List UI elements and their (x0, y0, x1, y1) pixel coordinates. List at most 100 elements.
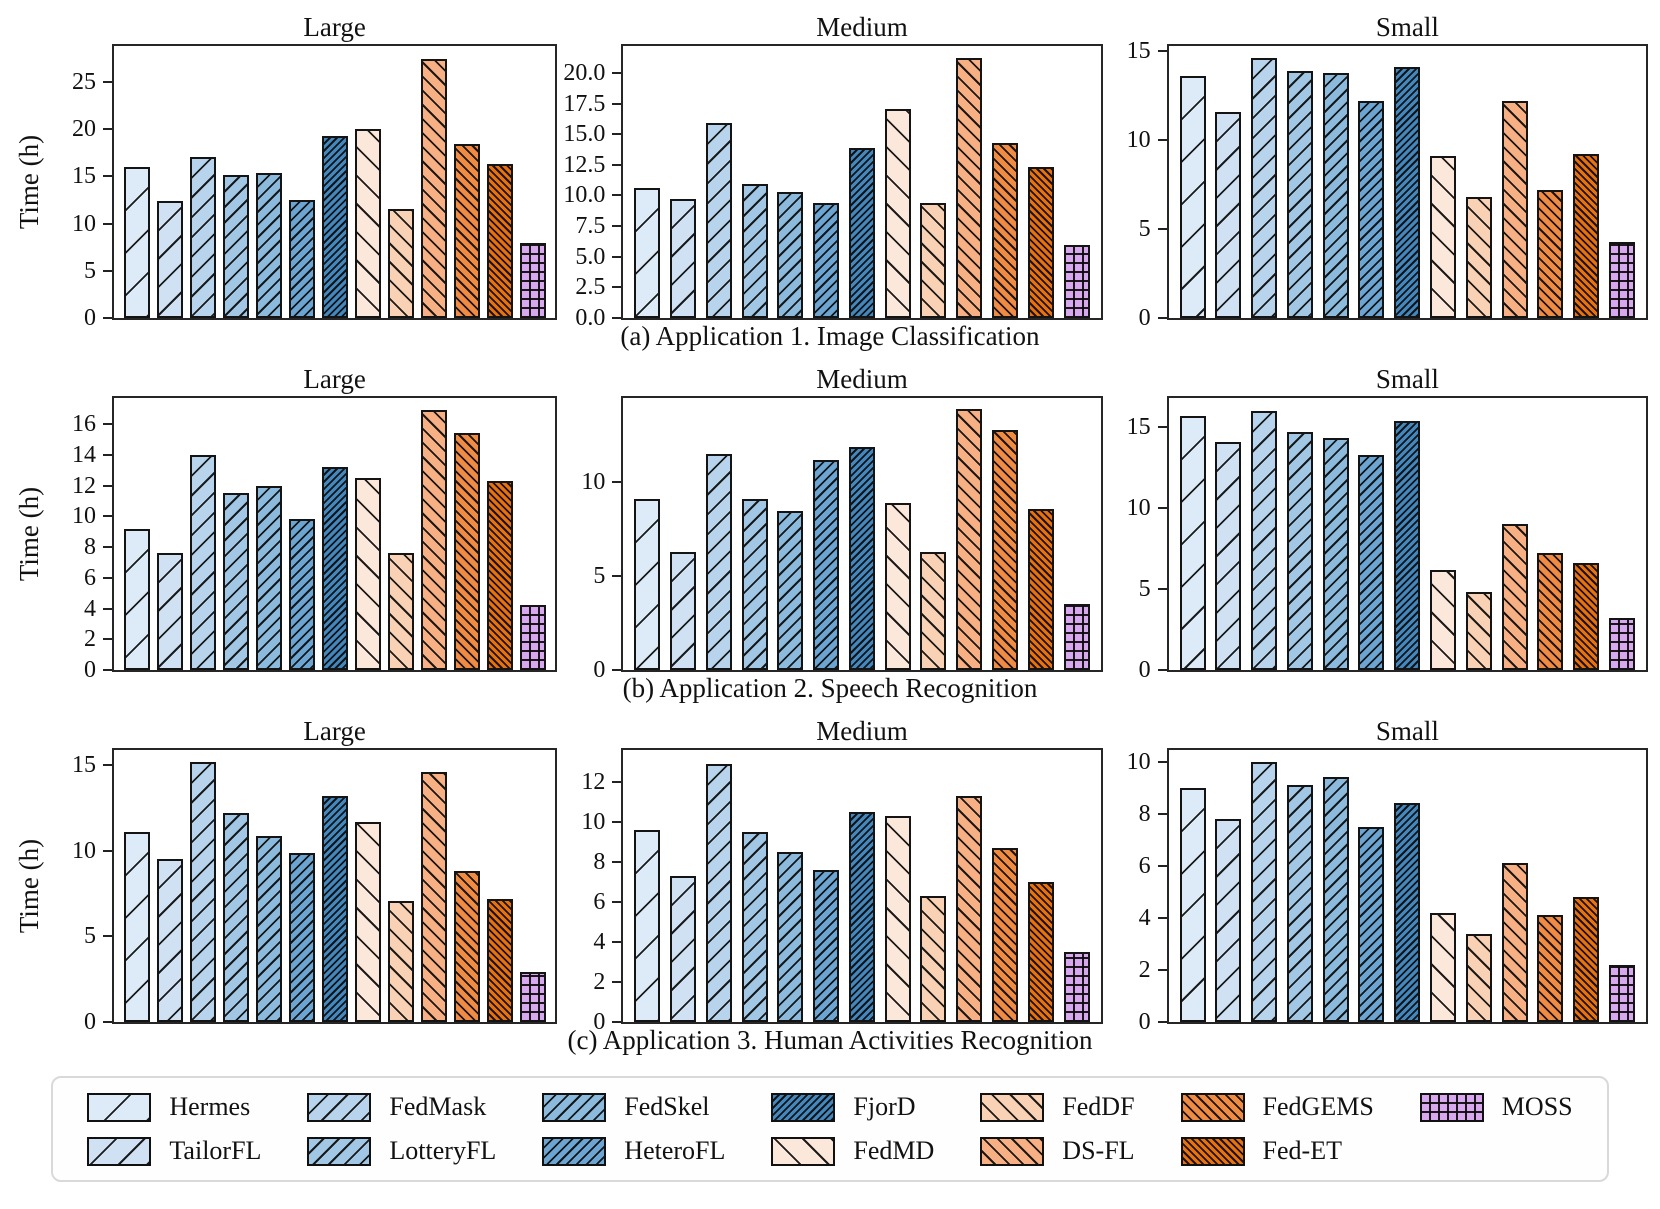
bar-feddf (1465, 592, 1492, 670)
legend-swatch-fedmd (771, 1136, 836, 1166)
y-tick-mark (103, 546, 112, 549)
bar-fedgems (1537, 915, 1564, 1022)
y-tick-label: 5 (593, 563, 606, 590)
bar-ds-fl (1501, 524, 1528, 670)
bar-ds-fl (1501, 863, 1528, 1022)
legend-swatch-fjord (771, 1092, 836, 1122)
legend-entry-fedgems: FedGEMS (1180, 1092, 1374, 1122)
plot-area-medium-row3 (621, 748, 1103, 1024)
plot-area-large-row3 (112, 748, 558, 1024)
legend-swatch-heterofl (542, 1136, 607, 1166)
y-tick-label: 15 (1126, 414, 1151, 441)
chart-panel-small-row3: Small 0 2 4 6 8 10 (1103, 714, 1648, 1034)
legend-entry-fed-et: Fed-ET (1180, 1136, 1374, 1166)
bar-heterofl (813, 459, 840, 670)
bar-feddf (920, 202, 947, 318)
y-tick-mark (1157, 760, 1167, 763)
y-tick-label: 15 (72, 752, 96, 779)
bar-fedgems (992, 142, 1019, 318)
y-tick-mark (612, 669, 622, 671)
y-tick-label: 10 (1126, 748, 1151, 775)
bar-moss (1063, 952, 1090, 1022)
bar-heterofl (813, 870, 840, 1022)
legend-label: FjorD (853, 1092, 916, 1121)
bar-fjord (321, 796, 348, 1022)
bar-fjord (1394, 420, 1421, 670)
y-tick-mark (103, 175, 112, 178)
bar-lotteryfl (1286, 70, 1313, 318)
bar-fedskel (777, 852, 804, 1022)
bar-ds-fl (1501, 101, 1528, 318)
legend-swatch-ds-fl (980, 1136, 1045, 1166)
bar-fedmask (705, 123, 732, 318)
legend-swatch-feddf (980, 1092, 1045, 1122)
bar-lotteryfl (1286, 785, 1313, 1022)
y-tick-label: 16 (72, 411, 96, 438)
bar-fedskel (1322, 438, 1349, 670)
bar-fedmask (1251, 410, 1278, 670)
legend-entry-feddf: FedDF (980, 1092, 1135, 1122)
chart-title: Large (303, 716, 366, 746)
bar-moss (1063, 604, 1090, 670)
bar-fedmd (884, 816, 911, 1022)
y-tick-label: 0 (84, 1009, 96, 1035)
y-tick-label: 0 (593, 657, 606, 683)
chart-title: Large (303, 12, 366, 42)
chart-title: Large (303, 364, 366, 394)
bar-tailorfl (156, 553, 183, 670)
y-tick-label: 10 (72, 210, 96, 237)
y-tick-label: 14 (72, 441, 96, 468)
bar-fedgems (992, 848, 1019, 1022)
bar-hermes (123, 166, 150, 318)
bar-fedskel (255, 485, 282, 670)
y-tick-label: 0.0 (575, 305, 606, 331)
y-tick-label: 5 (1138, 216, 1151, 243)
y-tick-label: 12.5 (563, 151, 606, 178)
y-tick-label: 12 (72, 472, 96, 499)
chart-row-speech-recognition: Large Time (h) 0 2 4 6 8 10 12 14 16 Medium 0 5 10 Smal… (12, 362, 1648, 682)
legend-swatch-moss (1419, 1092, 1484, 1122)
y-tick-label: 2 (1138, 956, 1151, 983)
y-tick-label: 0 (1138, 305, 1151, 331)
legend-label: TailorFL (169, 1136, 262, 1165)
y-tick-mark (1157, 139, 1167, 142)
y-tick-mark (103, 669, 112, 671)
bar-tailorfl (670, 876, 696, 1022)
y-tick-mark (103, 317, 112, 319)
y-tick-mark (612, 286, 622, 289)
y-tick-mark (1157, 228, 1167, 231)
bar-fedmask (705, 764, 732, 1022)
y-tick-label: 0 (593, 1009, 606, 1035)
legend-column: FjorD FedMD (771, 1092, 934, 1166)
y-tick-label: 7.5 (575, 213, 606, 240)
bar-moss (1608, 241, 1635, 318)
bar-hermes (1179, 415, 1206, 670)
y-tick-label: 0 (1138, 657, 1151, 683)
bar-fedgems (992, 429, 1019, 670)
y-tick-mark (1157, 317, 1167, 319)
y-axis: 0 5 10 15 20 25 (48, 44, 112, 330)
y-tick-label: 2 (84, 626, 96, 653)
y-tick-mark (612, 133, 622, 136)
y-tick-mark (612, 163, 622, 166)
bar-feddf (920, 896, 947, 1022)
chart-panel-small-row2: Small 0 5 10 15 (1103, 362, 1648, 682)
y-tick-label: 8 (593, 849, 606, 875)
bar-fjord (321, 467, 348, 670)
y-tick-label: 5 (1138, 576, 1151, 603)
bar-moss (1608, 618, 1635, 670)
legend-entry-hermes: Hermes (87, 1092, 261, 1122)
y-tick-label: 15.0 (563, 121, 606, 148)
y-tick-label: 2.5 (575, 274, 606, 301)
plot-area-small-row2 (1166, 396, 1648, 672)
bar-fedmask (1251, 58, 1278, 318)
bar-heterofl (1358, 454, 1385, 670)
y-tick-mark (1157, 968, 1167, 971)
y-tick-label: 0 (84, 657, 96, 683)
bar-fed-et (1573, 154, 1600, 318)
y-tick-mark (103, 607, 112, 610)
bar-fed-et (1573, 897, 1600, 1022)
bar-feddf (387, 209, 414, 318)
bar-fedmd (354, 129, 381, 318)
y-axis: 0 5 10 (557, 396, 622, 682)
